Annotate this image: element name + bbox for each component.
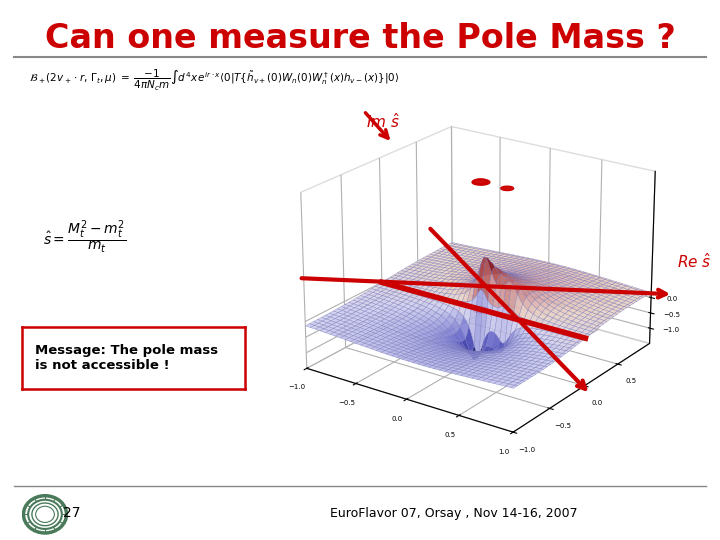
Text: Message: The pole mass
is not accessible !: Message: The pole mass is not accessible… (35, 344, 218, 372)
Text: $\hat{s} = \dfrac{M_t^2 - m_t^2}{m_t}$: $\hat{s} = \dfrac{M_t^2 - m_t^2}{m_t}$ (43, 219, 127, 256)
Text: 27: 27 (63, 506, 81, 520)
Text: $\mathcal{B}_+(2v_+\cdot r,\,\Gamma_t,\mu) \;=\; \dfrac{-1}{4\pi N_c m}\int d^4x: $\mathcal{B}_+(2v_+\cdot r,\,\Gamma_t,\m… (29, 68, 400, 92)
Text: Im $\hat{s}$: Im $\hat{s}$ (366, 112, 400, 131)
Text: Re $\hat{s}$: Re $\hat{s}$ (678, 252, 712, 271)
Text: EuroFlavor 07, Orsay , Nov 14-16, 2007: EuroFlavor 07, Orsay , Nov 14-16, 2007 (330, 507, 577, 519)
Text: Can one measure the Pole Mass ?: Can one measure the Pole Mass ? (45, 22, 675, 55)
